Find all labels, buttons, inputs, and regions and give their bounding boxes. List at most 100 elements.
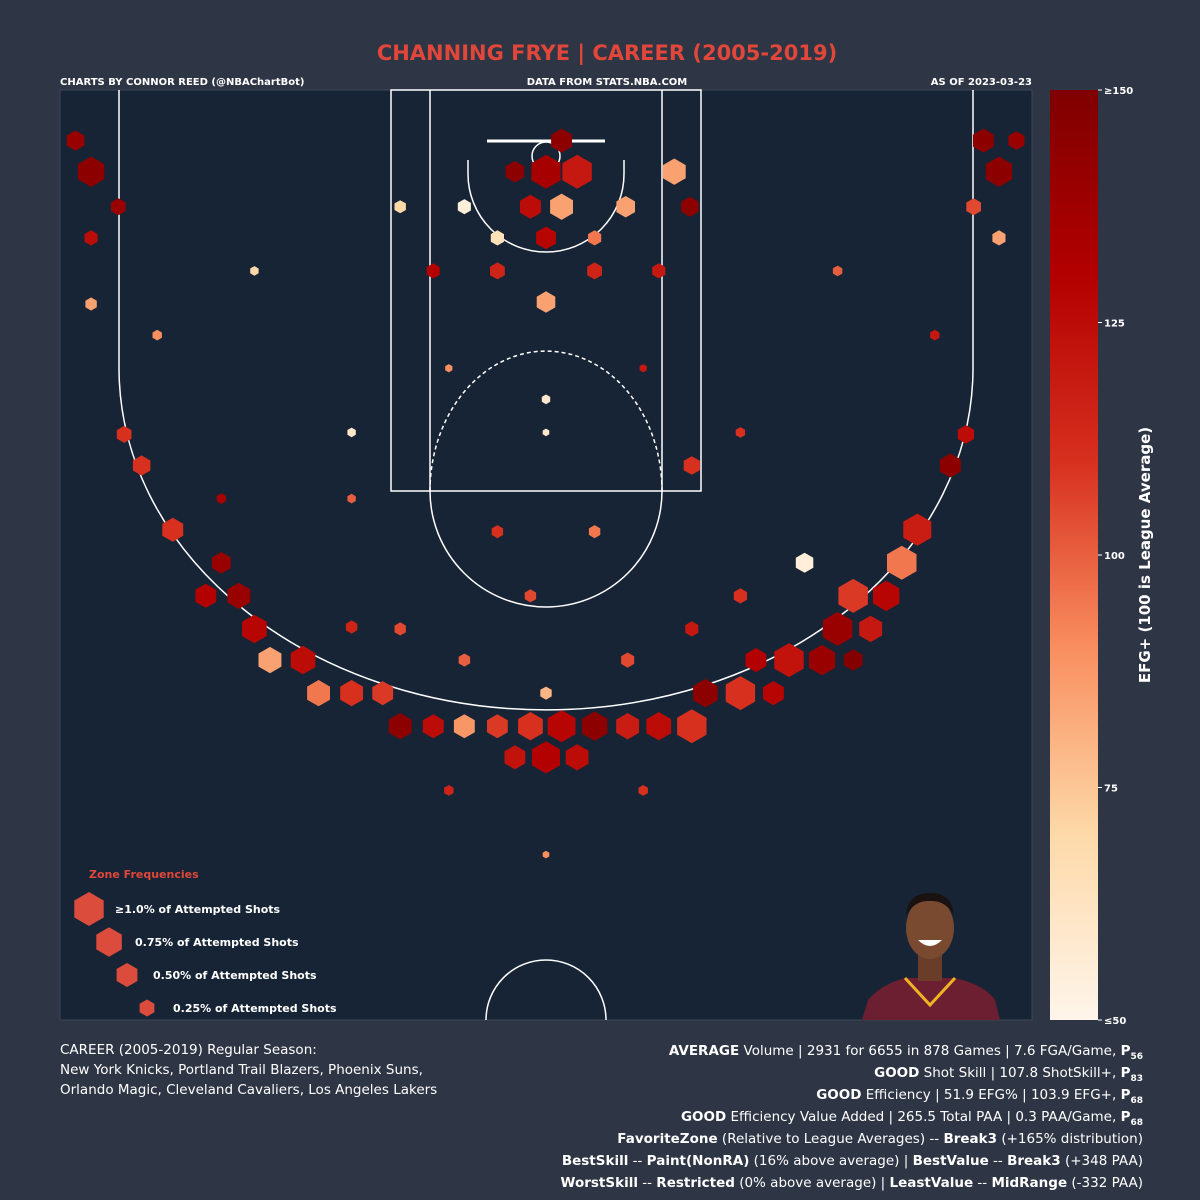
neck (918, 955, 942, 981)
summary-segment: FavoriteZone (617, 1131, 717, 1147)
hex (621, 652, 635, 668)
hex (542, 428, 550, 437)
hex (388, 713, 412, 740)
hex (453, 714, 475, 739)
hex (372, 681, 394, 706)
hex (725, 676, 756, 711)
hex (662, 158, 686, 185)
hex (504, 745, 526, 770)
legend-label: 0.50% of Attempted Shots (153, 969, 317, 982)
hex (652, 263, 666, 279)
hex (822, 611, 853, 646)
summary-segment: 83 (1130, 1074, 1143, 1084)
hex (490, 230, 504, 246)
chart-title: CHANNING FRYE | CAREER (2005-2019) (377, 41, 837, 66)
hex (531, 154, 561, 189)
colorbar-tick-label: 75 (1104, 784, 1118, 795)
summary-segment: 56 (1130, 1052, 1143, 1062)
summary-segment: (0% above average) | (735, 1175, 890, 1191)
colorbar-tick-label: 125 (1104, 319, 1125, 330)
credits: CHARTS BY CONNOR REED (@NBAChartBot) (60, 77, 304, 88)
summary-right-line: BestSkill -- Paint(NonRA) (16% above ave… (562, 1153, 1143, 1169)
summary-segment: (Relative to League Averages) -- (718, 1131, 944, 1147)
legend-label: 0.25% of Attempted Shots (173, 1002, 337, 1015)
head (906, 897, 954, 959)
hex (532, 741, 560, 774)
hex (685, 621, 699, 637)
summary-segment: GOOD (681, 1109, 726, 1125)
summary-segment: LeastValue (890, 1175, 974, 1191)
hex (347, 427, 356, 438)
jersey-collar (903, 976, 957, 1008)
colorbar-tick-label: 100 (1104, 551, 1125, 562)
hex (562, 154, 592, 189)
lane-outer (390, 89, 702, 492)
hex (444, 785, 454, 796)
player-photo (862, 893, 1000, 1020)
hex (505, 161, 525, 183)
summary-segment: P (1121, 1109, 1131, 1125)
hex (966, 198, 981, 216)
legend-hex (116, 963, 138, 987)
summary: CAREER (2005-2019) Regular Season: New Yo… (60, 1042, 1143, 1191)
hex (458, 653, 471, 667)
summary-segment: (+165% distribution) (997, 1131, 1143, 1147)
legend-title: Zone Frequencies (89, 868, 199, 881)
hex (162, 517, 184, 542)
summary-segment: (16% above average) | (749, 1153, 912, 1169)
summary-segment: P (1121, 1043, 1131, 1059)
hex (957, 425, 974, 444)
hex (457, 199, 471, 215)
colorbar-label: EFG+ (100 is League Average) (1136, 427, 1154, 683)
hex (347, 493, 356, 504)
hex (132, 455, 151, 476)
hex (774, 643, 804, 678)
hex (683, 456, 700, 475)
hex (581, 711, 608, 741)
hex (394, 622, 406, 636)
summary-left-line: CAREER (2005-2019) Regular Season: (60, 1042, 317, 1058)
summary-segment: (-332 PAA) (1067, 1175, 1143, 1191)
summary-segment: Efficiency | 51.9 EFG% | 103.9 EFG+, (861, 1087, 1120, 1103)
hex (646, 712, 672, 741)
summary-segment: Volume | 2931 for 6655 in 878 Games | 7.… (739, 1043, 1120, 1059)
hex (345, 620, 358, 634)
jersey (862, 978, 1000, 1020)
summary-segment: BestValue (913, 1153, 989, 1169)
hex (859, 615, 883, 643)
hex (551, 128, 572, 153)
summary-segment: P (1121, 1087, 1131, 1103)
hex (152, 329, 162, 341)
free-throw-circle (429, 490, 663, 608)
legend-hex (96, 927, 122, 957)
hex (212, 552, 231, 574)
summary-left-line: Orlando Magic, Cleveland Cavaliers, Los … (60, 1082, 437, 1098)
summary-segment: -- (973, 1175, 991, 1191)
free-throw-circle-dashed (429, 350, 663, 492)
hex (930, 329, 940, 341)
summary-segment: BestSkill (562, 1153, 629, 1169)
hex (873, 580, 900, 612)
hex (227, 582, 251, 609)
hex (422, 714, 444, 739)
hex (795, 552, 814, 573)
hex (565, 744, 589, 771)
summary-segment: 68 (1130, 1118, 1143, 1128)
summary-segment: Break3 (943, 1131, 997, 1147)
size-legend: Zone Frequencies ≥1.0% of Attempted Shot… (74, 868, 337, 1017)
hex (66, 130, 85, 151)
hex (587, 262, 602, 280)
hex (490, 262, 505, 280)
summary-segment: Restricted (656, 1175, 735, 1191)
as-of: AS OF 2023-03-23 (931, 77, 1032, 88)
summary-right-line: AVERAGE Volume | 2931 for 6655 in 878 Ga… (669, 1043, 1143, 1062)
hex (258, 646, 282, 674)
summary-left-line: New York Knicks, Portland Trail Blazers,… (60, 1062, 423, 1078)
hex (985, 156, 1013, 187)
hex (903, 513, 932, 546)
hex (588, 525, 601, 539)
hex (520, 194, 541, 219)
hex (616, 196, 635, 218)
hex (843, 649, 863, 671)
